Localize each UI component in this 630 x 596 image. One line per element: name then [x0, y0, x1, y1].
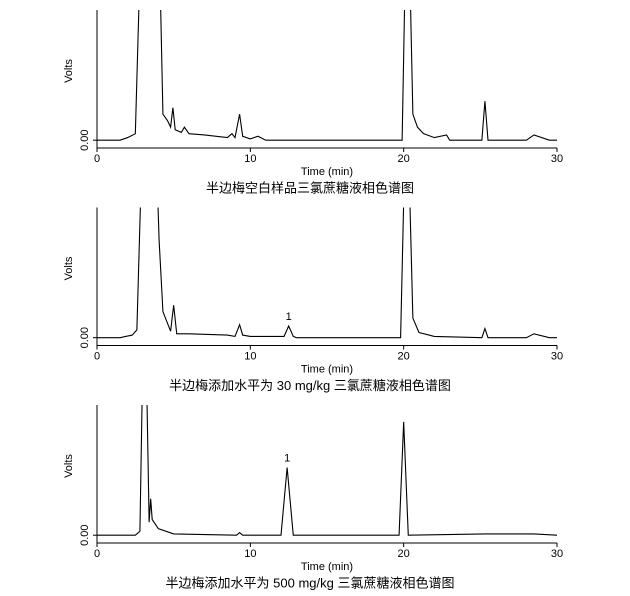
x-tick-label: 20: [398, 350, 410, 362]
chart: 0 10 20 30 0.00 Volts Time (min) 半边梅添加水平为 500 m…: [63, 405, 563, 590]
y-tick-label: 0.00: [79, 129, 91, 150]
x-tick-label: 0: [94, 350, 100, 362]
x-tick-label: 20: [398, 153, 410, 165]
chart-title: 半边梅添加水平为 500 mg/kg 三氯蔗糖液相色谱图: [166, 575, 455, 590]
x-tick-label: 30: [551, 153, 563, 165]
y-axis-label: Volts: [63, 454, 75, 478]
x-axis-label: Time (min): [301, 561, 353, 573]
chart-title: 半边梅空白样品三氯蔗糖液相色谱图: [206, 180, 414, 195]
y-tick-label: 0.00: [79, 327, 91, 348]
x-tick-label: 0: [94, 548, 100, 560]
chart: 0 10 20 30 0.00 Volts Time (min) 半边梅添加水平为 30 mg…: [63, 207, 563, 393]
peak-label: 1: [284, 452, 290, 464]
signal-line: [97, 207, 557, 339]
chart: 0 10 20 30 0.00 Volts Time (min) 半边梅空白样品三氯蔗糖液相色…: [63, 10, 563, 195]
x-tick-label: 10: [244, 548, 256, 560]
x-tick-label: 20: [398, 548, 410, 560]
x-axis-label: Time (min): [301, 166, 353, 178]
chart-title: 半边梅添加水平为 30 mg/kg 三氯蔗糖液相色谱图: [169, 378, 451, 393]
x-tick-label: 30: [551, 548, 563, 560]
x-tick-label: 10: [244, 153, 256, 165]
y-tick-label: 0.00: [79, 524, 91, 545]
x-tick-label: 30: [551, 350, 563, 362]
y-axis-label: Volts: [63, 59, 75, 83]
signal-line: [97, 10, 557, 141]
x-axis-label: Time (min): [301, 363, 353, 375]
y-axis-label: Volts: [63, 256, 75, 280]
peak-label: 1: [286, 311, 292, 323]
signal-line: [97, 405, 557, 536]
x-tick-label: 0: [94, 153, 100, 165]
x-tick-label: 10: [244, 350, 256, 362]
